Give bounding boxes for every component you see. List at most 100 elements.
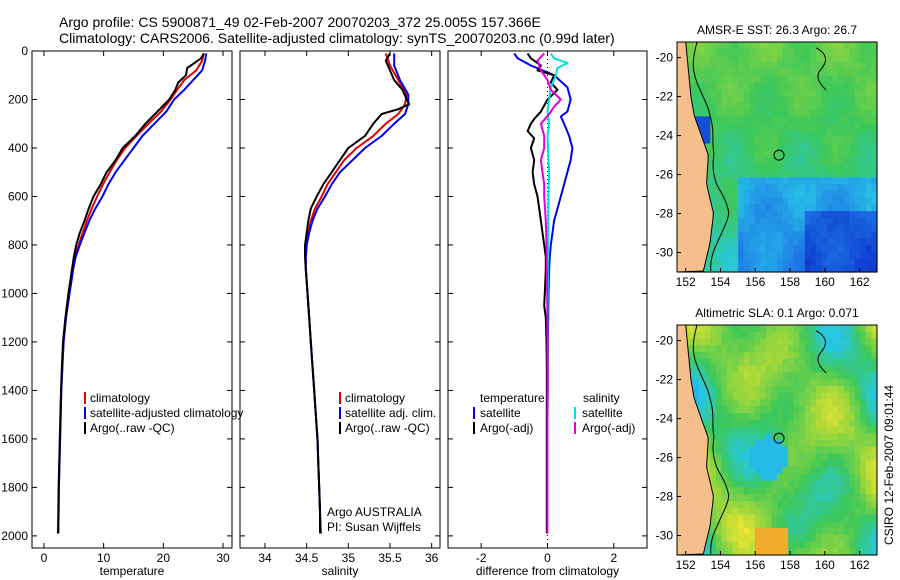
heatmap-cell (771, 338, 778, 346)
heatmap-cell (771, 102, 778, 111)
heatmap-cell (777, 372, 784, 380)
heatmap-cell (754, 467, 761, 475)
heatmap-cell (788, 399, 795, 407)
heatmap-cell (738, 372, 745, 380)
heatmap-cell (777, 48, 784, 57)
heatmap-cell (838, 62, 845, 70)
heatmap-cell (732, 258, 739, 266)
heatmap-cell (865, 433, 873, 441)
heatmap-cell (810, 75, 817, 84)
heatmap-cell (821, 440, 828, 448)
heatmap-cell (793, 157, 800, 165)
heatmap-cell (832, 385, 839, 394)
heatmap-cell (715, 265, 723, 273)
heatmap-cell (760, 487, 767, 495)
heatmap-cell (865, 331, 873, 340)
heatmap-cell (754, 494, 761, 502)
heatmap-cell (760, 534, 767, 543)
heatmap-cell (765, 123, 773, 131)
heatmap-cell (782, 352, 789, 360)
heatmap-cell (821, 69, 828, 77)
heatmap-cell (693, 345, 700, 353)
heatmap-cell (721, 204, 728, 212)
heatmap-cell (843, 494, 850, 502)
heatmap-cell (827, 150, 834, 158)
heatmap-cell (732, 358, 739, 367)
heatmap-cell (749, 352, 756, 360)
heatmap-cell (854, 75, 861, 84)
heatmap-cell (754, 406, 761, 414)
heatmap-cell (865, 89, 873, 97)
heatmap-cell (710, 507, 717, 516)
heatmap-cell (799, 412, 806, 421)
heatmap-cell (699, 89, 706, 97)
heatmap-cell (865, 392, 873, 401)
heatmap-cell (865, 48, 873, 57)
heatmap-cell (838, 231, 845, 239)
heatmap-cell (765, 446, 773, 455)
heatmap-cell (865, 494, 873, 502)
heatmap-cell (765, 48, 773, 57)
heatmap-cell (727, 507, 734, 516)
heatmap-cell (727, 109, 734, 118)
heatmap-cell (760, 258, 767, 266)
heatmap-cell (821, 184, 828, 192)
x-tick-label: 35 (342, 551, 356, 565)
heatmap-cell (743, 426, 750, 434)
heatmap-cell (815, 244, 823, 253)
heatmap-cell (754, 433, 761, 441)
heatmap-cell (715, 136, 723, 145)
heatmap-cell (721, 177, 728, 185)
legend-label: climatology (90, 391, 150, 405)
heatmap-cell (765, 62, 773, 70)
heatmap-cell (765, 197, 773, 205)
heatmap-cell (871, 527, 878, 536)
heatmap-cell (749, 406, 756, 414)
heatmap-cell (765, 548, 773, 556)
heatmap-cell (821, 446, 828, 455)
heatmap-cell (782, 62, 789, 70)
heatmap-cell (788, 129, 795, 138)
heatmap-cell (754, 62, 761, 70)
heatmap-cell (738, 143, 745, 151)
heatmap-cell (838, 157, 845, 165)
heatmap-cell (732, 480, 739, 488)
heatmap-cell (788, 184, 795, 192)
heatmap-cell (760, 392, 767, 401)
heatmap-cell (849, 480, 856, 488)
heatmap-cell (765, 325, 773, 333)
heatmap-cell (765, 102, 773, 111)
heatmap-cell (854, 197, 861, 205)
heatmap-cell (832, 372, 839, 380)
heatmap-cell (860, 102, 867, 111)
heatmap-cell (699, 345, 706, 353)
heatmap-cell (849, 62, 856, 70)
heatmap-cell (804, 163, 811, 172)
heatmap-cell (727, 211, 734, 219)
heatmap-cell (799, 163, 806, 172)
y-tick-label: 1400 (1, 383, 28, 397)
heatmap-cell (710, 392, 717, 401)
heatmap-cell (721, 211, 728, 219)
heatmap-cell (810, 365, 817, 373)
heatmap-cell (832, 345, 839, 353)
x-axis-label: temperature (100, 564, 165, 578)
heatmap-cell (849, 204, 856, 212)
heatmap-cell (860, 224, 867, 233)
heatmap-cell (727, 265, 734, 273)
heatmap-cell (715, 258, 723, 266)
heatmap-cell (810, 62, 817, 70)
heatmap-cell (871, 244, 878, 253)
heatmap-cell (727, 548, 734, 556)
heatmap-cell (721, 352, 728, 360)
heatmap-cell (754, 365, 761, 373)
heatmap-cell (815, 534, 823, 543)
heatmap-cell (799, 136, 806, 145)
heatmap-cell (788, 265, 795, 273)
heatmap-cell (815, 150, 823, 158)
heatmap-cell (782, 177, 789, 185)
heatmap-cell (760, 204, 767, 212)
heatmap-cell (760, 48, 767, 57)
heatmap-cell (821, 331, 828, 340)
heatmap-cell (810, 82, 817, 90)
